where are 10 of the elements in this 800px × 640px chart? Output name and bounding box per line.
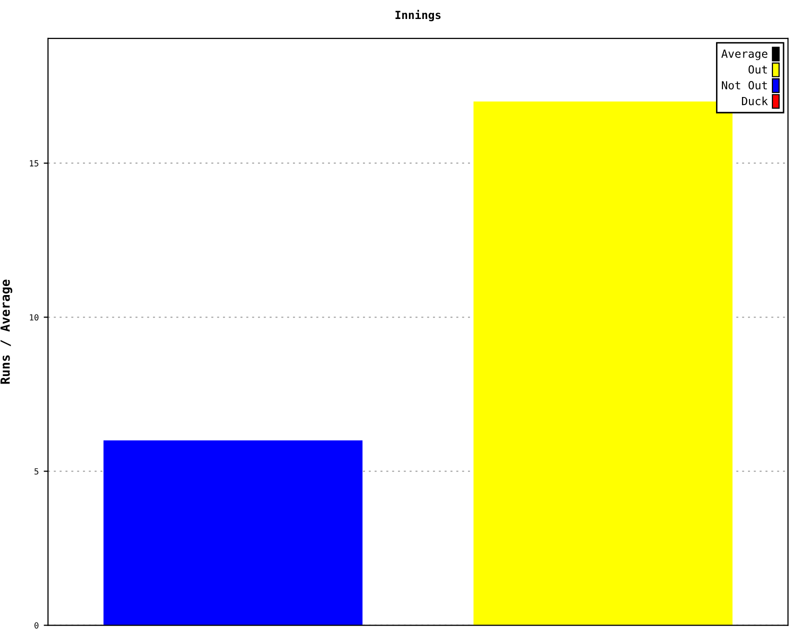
legend-label: Duck [742, 96, 768, 106]
y-tick-label: 0 [34, 622, 38, 629]
y-tick-label: 15 [30, 160, 38, 166]
legend-label: Average [721, 50, 768, 60]
y-axis-title: Runs / Average [0, 280, 12, 384]
legend-label: Out [748, 65, 767, 74]
y-tick-label: 5 [34, 468, 38, 475]
legend-label: Not Out [722, 81, 767, 90]
y-tick-label: 10 [30, 314, 38, 321]
chart-title: Innings [396, 10, 441, 22]
